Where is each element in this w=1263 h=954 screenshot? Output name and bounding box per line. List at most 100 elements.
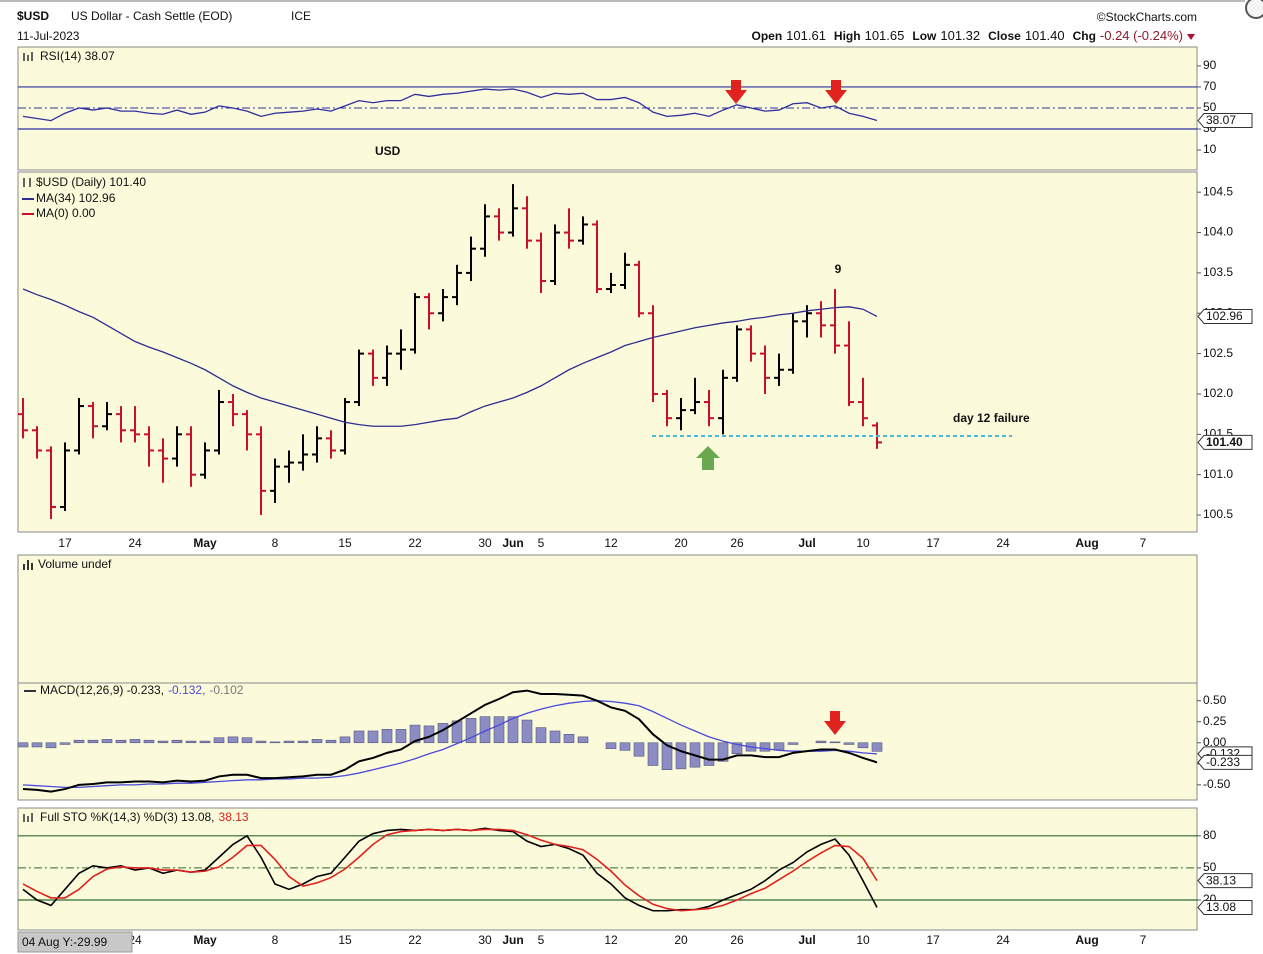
macd-histogram-bar [157, 740, 169, 744]
macd-histogram-bar [787, 742, 799, 745]
x-tick-label: 12 [604, 933, 618, 947]
macd-histogram-bar [563, 734, 575, 744]
y-tick-label: 50 [1203, 860, 1217, 874]
x-tick-label: Aug [1075, 933, 1098, 947]
green-arrow [696, 446, 720, 470]
macd-histogram-bar [311, 739, 323, 744]
macd-histogram-bar [241, 737, 253, 744]
y-tick-label: 103.5 [1203, 265, 1233, 279]
quote-label: High [834, 29, 861, 43]
macd-histogram-bar [395, 728, 407, 744]
x-tick-label: 17 [926, 933, 940, 947]
x-tick-label: 24 [996, 536, 1010, 550]
x-tick-label: Aug [1075, 536, 1098, 550]
x-tick-label: 22 [408, 933, 422, 947]
panel-legend: MACD(12,26,9) -0.233, -0.132, -0.102 [40, 683, 244, 697]
series-line [22, 88, 878, 122]
macd-histogram-bar [59, 742, 71, 745]
y-tick-label: 104.0 [1203, 225, 1233, 239]
legend-icon [23, 560, 33, 570]
series-line [22, 700, 878, 789]
value-box [1197, 434, 1253, 450]
panel-rsi [17, 46, 1198, 171]
quote-label: Open [751, 29, 782, 43]
quote-value: 101.40 [1025, 28, 1065, 43]
y-tick-label: 80 [1203, 828, 1217, 842]
annotation-failure: day 12 failure [953, 411, 1030, 425]
macd-histogram-bar [731, 742, 743, 755]
y-tick-label: 104.5 [1203, 184, 1233, 198]
macd-histogram-bar [213, 737, 225, 744]
macd-histogram-bar [269, 741, 281, 744]
y-tick-label: 101.0 [1203, 467, 1233, 481]
value-box-label: 38.07 [1206, 113, 1236, 127]
macd-histogram-bar [297, 740, 309, 744]
macd-histogram-bar [871, 742, 883, 752]
y-tick-label: 0.50 [1203, 693, 1227, 707]
macd-histogram-bar [619, 742, 631, 751]
macd-histogram-bar [115, 739, 127, 744]
macd-histogram-bar [353, 730, 365, 744]
x-tick-label: 12 [604, 536, 618, 550]
macd-histogram-bar [703, 742, 715, 766]
x-tick-label: 30 [478, 933, 492, 947]
macd-histogram-bar [325, 739, 337, 744]
y-tick-label: 70 [1203, 79, 1217, 93]
macd-histogram-bar [101, 739, 113, 744]
x-tick-label: 24 [128, 536, 142, 550]
x-tick-label: 26 [730, 933, 744, 947]
x-tick-label: 24 [996, 933, 1010, 947]
annotation-usd: USD [375, 144, 401, 158]
macd-histogram-bar [633, 742, 645, 757]
legend-part: 38.13 [219, 810, 249, 824]
value-box [1197, 113, 1253, 129]
macd-histogram-bar [521, 719, 533, 744]
macd-histogram-bar [171, 739, 183, 744]
y-tick-label: 102.5 [1203, 346, 1233, 360]
x-tick-label: May [193, 536, 217, 550]
x-tick-label: Jun [502, 536, 523, 550]
macd-histogram-bar [255, 740, 267, 744]
macd-histogram-bar [185, 740, 197, 744]
value-box-label: 13.08 [1206, 900, 1236, 914]
macd-histogram-bar [409, 724, 421, 744]
x-tick-label: 8 [272, 933, 279, 947]
value-box [1197, 308, 1253, 324]
y-tick-label: 10 [1203, 142, 1217, 156]
series-line [22, 689, 878, 793]
corner-icon[interactable] [1245, 0, 1263, 19]
y-tick-label: 0.00 [1203, 735, 1227, 749]
y-tick-label: 50 [1203, 100, 1217, 114]
quote-value: 101.65 [865, 28, 905, 43]
legend-entry: MA(34) 102.96 [36, 191, 116, 205]
x-tick-label: 7 [1140, 933, 1147, 947]
value-box [1197, 899, 1253, 915]
macd-histogram-bar [759, 742, 771, 752]
macd-histogram-bar [17, 742, 29, 748]
x-tick-label: 22 [408, 536, 422, 550]
macd-histogram-bar [73, 739, 85, 744]
x-tick-label: 10 [856, 536, 870, 550]
macd-histogram-bar [479, 716, 491, 744]
x-tick-label: Jul [798, 536, 815, 550]
macd-histogram-bar [661, 742, 673, 770]
macd-histogram-bar [227, 736, 239, 744]
quote-label: Close [988, 29, 1021, 43]
x-tick-label: 8 [272, 536, 279, 550]
series-line [22, 828, 878, 912]
macd-histogram-bar [507, 716, 519, 744]
value-box [1197, 754, 1253, 770]
macd-histogram-bar [143, 739, 155, 744]
value-box-label: 101.40 [1206, 435, 1243, 449]
x-tick-label: 7 [1140, 536, 1147, 550]
value-box-label: 38.13 [1206, 873, 1236, 887]
quote-label: Low [912, 29, 937, 43]
macd-histogram-bar [857, 742, 869, 749]
legend-icon [23, 813, 33, 822]
y-tick-label: 90 [1203, 58, 1217, 72]
cursor-box [17, 931, 133, 953]
x-tick-label: 15 [338, 536, 352, 550]
instrument-name: US Dollar - Cash Settle (EOD) [71, 9, 232, 23]
red-arrow [825, 80, 847, 104]
